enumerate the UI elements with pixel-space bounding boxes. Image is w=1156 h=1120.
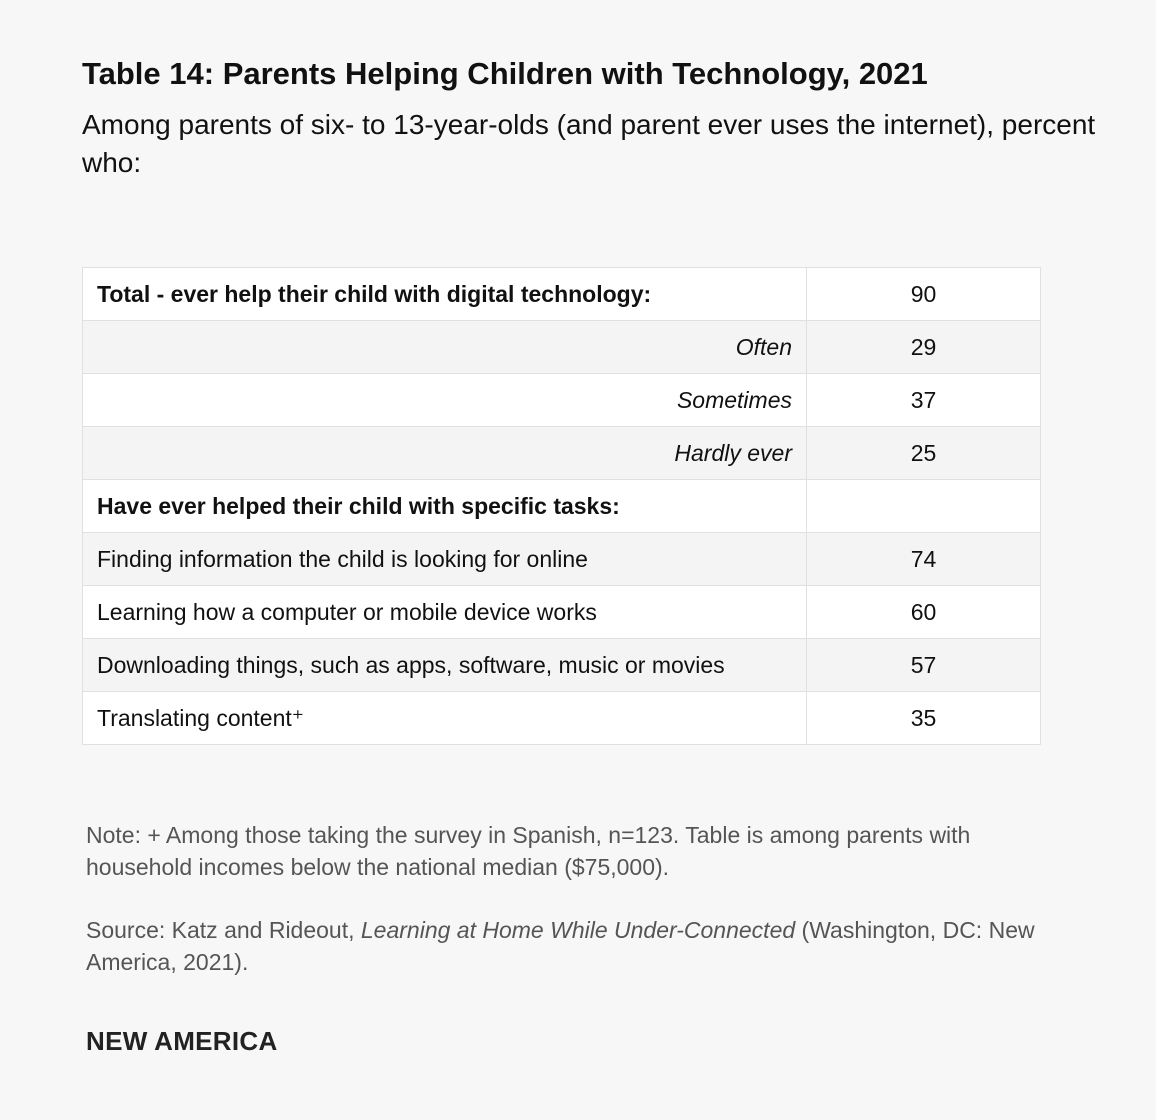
table-row: Hardly ever 25 bbox=[82, 426, 1041, 480]
row-value bbox=[806, 479, 1041, 533]
note-text: Note: + Among those taking the survey in… bbox=[86, 822, 971, 880]
table-row: Often 29 bbox=[82, 320, 1041, 374]
table-body: Total - ever help their child with digit… bbox=[82, 267, 1041, 745]
source-citation: Source: Katz and Rideout, Learning at Ho… bbox=[86, 914, 1076, 978]
table-row: Downloading things, such as apps, softwa… bbox=[82, 638, 1041, 692]
row-value: 74 bbox=[806, 532, 1041, 586]
row-label: Translating content⁺ bbox=[82, 691, 807, 745]
table-row: Have ever helped their child with specif… bbox=[82, 479, 1041, 533]
table-row: Finding information the child is looking… bbox=[82, 532, 1041, 586]
source-prefix: Source: Katz and Rideout, bbox=[86, 917, 361, 943]
row-label: Learning how a computer or mobile device… bbox=[82, 585, 807, 639]
table-row: Sometimes 37 bbox=[82, 373, 1041, 427]
row-value: 35 bbox=[806, 691, 1041, 745]
row-value: 25 bbox=[806, 426, 1041, 480]
table-title: Table 14: Parents Helping Children with … bbox=[82, 56, 928, 91]
table-row: Learning how a computer or mobile device… bbox=[82, 585, 1041, 639]
table-row: Total - ever help their child with digit… bbox=[82, 267, 1041, 321]
row-label: Finding information the child is looking… bbox=[82, 532, 807, 586]
source-suffix: (Washington, DC: New America, 2021). bbox=[86, 917, 1035, 975]
brand-logo-text: NEW AMERICA bbox=[86, 1026, 278, 1056]
row-label: Have ever helped their child with specif… bbox=[82, 479, 807, 533]
row-label: Often bbox=[82, 320, 807, 374]
row-value: 37 bbox=[806, 373, 1041, 427]
source-title: Learning at Home While Under-Connected bbox=[360, 917, 796, 943]
row-value: 57 bbox=[806, 638, 1041, 692]
row-label: Downloading things, such as apps, softwa… bbox=[82, 638, 807, 692]
row-label: Total - ever help their child with digit… bbox=[82, 267, 807, 321]
row-label: Sometimes bbox=[82, 373, 807, 427]
table-subtitle: Among parents of six- to 13-year-olds (a… bbox=[82, 109, 1096, 178]
data-table: Total - ever help their child with digit… bbox=[82, 267, 1041, 745]
row-value: 90 bbox=[806, 267, 1041, 321]
row-value: 60 bbox=[806, 585, 1041, 639]
row-label: Hardly ever bbox=[82, 426, 807, 480]
table-row: Translating content⁺ 35 bbox=[82, 691, 1041, 745]
row-value: 29 bbox=[806, 320, 1041, 374]
